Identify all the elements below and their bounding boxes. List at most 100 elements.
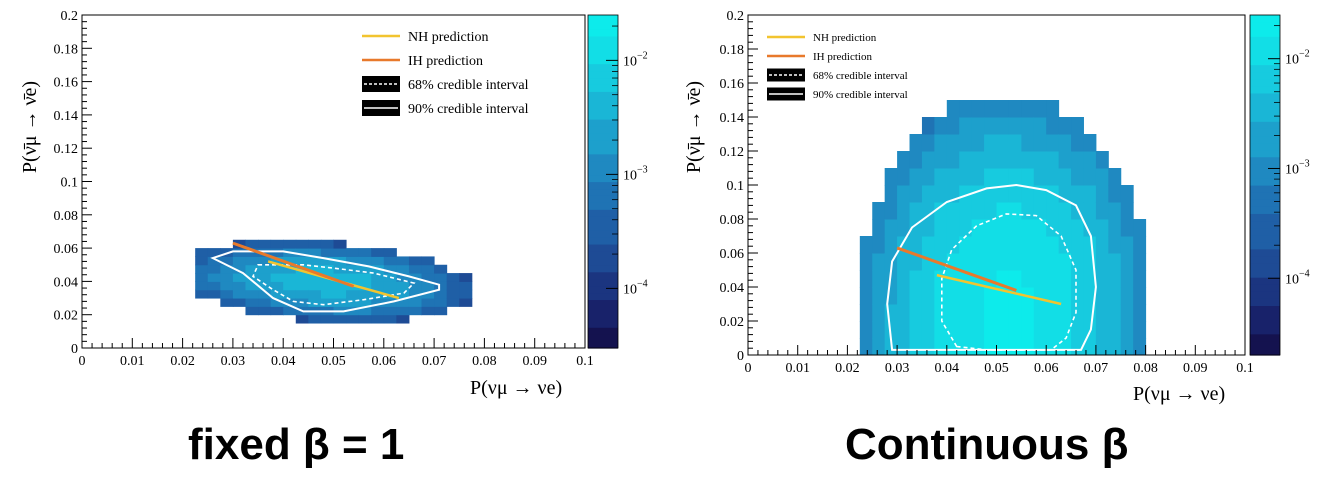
colorbar-step [1250,142,1280,151]
heatmap-bin [909,185,923,203]
heatmap-bin [1046,168,1060,186]
heatmap-bin [1083,185,1097,203]
colorbar-step [588,257,618,266]
colorbar-step [1250,128,1280,137]
heatmap-bin [921,202,935,220]
heatmap-bin [308,281,322,291]
heatmap-bin [308,248,322,257]
y-tick-label: 0.04 [54,275,79,290]
heatmap-bin [1071,151,1084,169]
heatmap-bin [984,338,997,356]
colorbar-step [1250,22,1280,30]
heatmap-bin [1058,202,1072,220]
heatmap-bin [909,202,923,220]
heatmap-bin [971,236,985,254]
heatmap-bin [446,298,460,307]
heatmap-bin [1033,287,1047,305]
heatmap-bin [371,281,385,291]
heatmap-bin [283,273,297,282]
colorbar-step [1250,149,1280,158]
heatmap-bin [1058,219,1072,237]
heatmap-bin [1046,236,1060,254]
heatmap-bin [270,281,284,291]
heatmap-bin [1133,338,1147,356]
colorbar-step [1250,305,1280,314]
colorbar-step [1250,192,1280,200]
colorbar-step [588,160,618,169]
heatmap-bin [245,298,259,307]
colorbar-step [588,271,618,280]
x-tick-label: 0.08 [472,354,497,369]
heatmap-bin [1033,304,1047,322]
heatmap-bin [1021,202,1035,220]
heatmap-bin [1046,117,1060,135]
x-tick-label: 0.03 [221,354,246,369]
heatmap-bin [283,281,297,291]
heatmap-bin [421,281,435,291]
heatmap-bin [859,287,873,305]
heatmap-bin [959,287,973,305]
heatmap-bin [1083,202,1097,220]
ih-prediction-line [896,246,1017,292]
heatmap-bin [207,273,221,282]
colorbar-step [1250,15,1280,23]
heatmap-bin [984,219,997,237]
heatmap-bin [996,151,1010,169]
heatmap-bin [1095,185,1109,203]
x-tick-label: 0.01 [120,354,145,369]
heatmap-bin [320,256,334,266]
heatmap-bin [220,298,234,307]
colorbar-step [1250,319,1280,328]
heatmap-bin [959,185,973,203]
colorbar-step [588,243,618,252]
heatmap-bin [1133,270,1147,288]
heatmap-bin [195,281,209,291]
heatmap-bin [1021,304,1035,322]
heatmap-bin [1133,236,1147,254]
heatmap-bin [283,239,297,249]
heatmap-bin [1083,219,1097,237]
heatmap-bin [283,306,297,316]
heatmap-bin [1008,168,1022,186]
heatmap-bin [232,289,246,299]
heatmap-bin [946,202,960,220]
colorbar-step [588,285,618,294]
heatmap-bin [346,298,360,307]
colorbar-step [1250,284,1280,292]
heatmap-bin [946,168,960,186]
colorbar: 10−2 10−3 10−4 [587,14,648,349]
heatmap-bin [396,273,410,282]
heatmap-bin [984,151,997,169]
colorbar-step [588,230,618,238]
heatmap-bin [1033,321,1047,339]
legend-label: 90% credible interval [813,89,908,101]
heatmap-bin [897,270,911,288]
heatmap-bin [1095,270,1109,288]
heatmap-bin [195,248,209,257]
heatmap-bin [897,202,911,220]
x-tick-label: 0.07 [1084,361,1109,376]
heatmap-bin [459,273,473,282]
heatmap-bin [1071,117,1084,135]
colorbar-step [1250,163,1280,172]
heatmap-bin [295,314,309,324]
heatmap-bin [1120,287,1134,305]
heatmap-bin [946,117,960,135]
heatmap-bin [383,281,397,291]
heatmap-bin [1108,219,1122,237]
heatmap-bin [884,168,898,186]
heatmap-bin [245,306,259,316]
heatmap-bin [371,314,385,324]
colorbar-step [1250,156,1280,165]
heatmap-bin [1058,270,1072,288]
heatmap-bin [1033,100,1047,118]
heatmap-bin [1046,151,1060,169]
legend-label: NH prediction [813,32,877,44]
heatmap-bin [921,287,935,305]
heatmap-bin [996,219,1010,237]
heatmap-bin [346,306,360,316]
heatmap-bin [1008,117,1022,135]
heatmap-bin [959,202,973,220]
heatmap-bin [872,304,886,322]
heatmap-bin [859,338,873,356]
